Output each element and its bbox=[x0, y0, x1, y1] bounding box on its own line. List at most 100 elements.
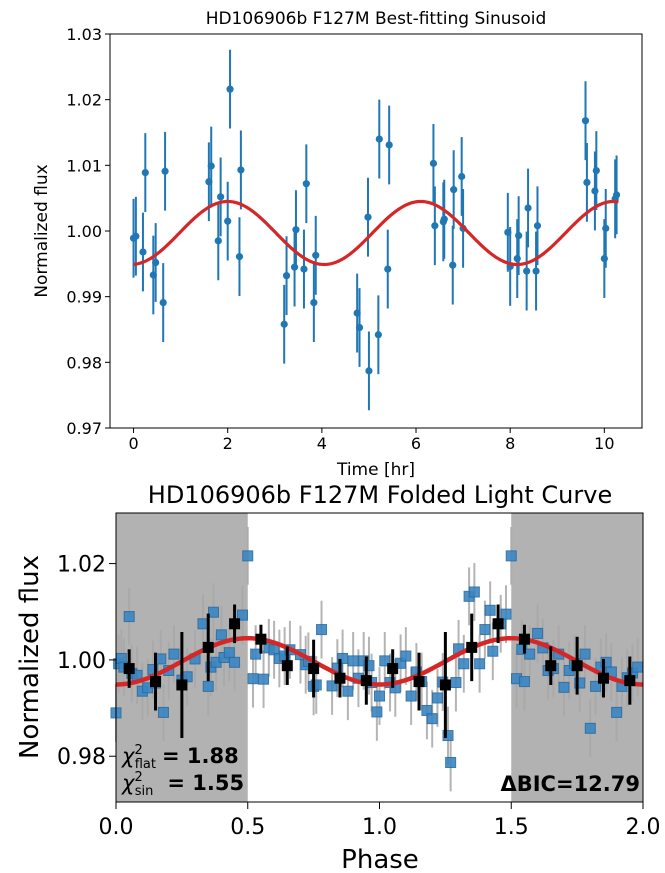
top-ytick-label: 1.01 bbox=[66, 156, 102, 175]
unbinned-point bbox=[347, 655, 359, 667]
top-xlabel: Time [hr] bbox=[336, 460, 415, 480]
unbinned-point bbox=[579, 648, 591, 660]
unbinned-point bbox=[500, 608, 512, 620]
top-data-point bbox=[300, 265, 308, 273]
top-data-point bbox=[375, 135, 383, 143]
unbinned-point bbox=[450, 677, 462, 689]
top-data-point bbox=[515, 231, 523, 240]
binned-point bbox=[150, 676, 162, 688]
binned-point bbox=[518, 633, 530, 645]
top-data-point bbox=[458, 172, 466, 181]
top-xtick-label: 8 bbox=[505, 434, 515, 453]
binned-point bbox=[123, 663, 135, 675]
unbinned-point bbox=[474, 658, 486, 670]
unbinned-point bbox=[505, 550, 517, 562]
binned-point bbox=[413, 676, 425, 688]
top-data-point bbox=[224, 217, 232, 225]
bottom-ylabel: Normalized flux bbox=[15, 555, 45, 759]
unbinned-point bbox=[310, 679, 322, 691]
top-data-point bbox=[440, 215, 448, 223]
top-data-point bbox=[524, 204, 532, 212]
top-xtick-label: 4 bbox=[317, 434, 327, 453]
top-title: HD106906b F127M Best-fitting Sinusoid bbox=[206, 9, 547, 29]
bottom-xtick-label: 1.0 bbox=[362, 815, 397, 840]
bottom-ytick-label: 1.02 bbox=[57, 553, 106, 578]
chi-flat-value: = 1.88 bbox=[162, 744, 239, 768]
top-data-point bbox=[513, 254, 521, 263]
unbinned-point bbox=[400, 650, 412, 662]
unbinned-point bbox=[487, 645, 499, 657]
unbinned-point bbox=[363, 660, 375, 672]
unbinned-point bbox=[371, 706, 383, 718]
binned-point bbox=[202, 641, 214, 653]
top-data-point bbox=[292, 226, 300, 234]
binned-point bbox=[281, 660, 293, 672]
binned-point bbox=[334, 672, 346, 684]
top-data-point bbox=[282, 272, 291, 280]
top-ytick-label: 0.99 bbox=[66, 288, 102, 307]
top-data-point bbox=[355, 323, 364, 332]
unbinned-point bbox=[532, 627, 544, 639]
top-data-point bbox=[583, 178, 591, 187]
top-data-point bbox=[161, 167, 169, 175]
binned-point bbox=[466, 641, 478, 653]
chi-sin-sub: sin bbox=[135, 784, 154, 799]
unbinned-point bbox=[215, 629, 227, 641]
unbinned-point bbox=[326, 680, 338, 692]
top-data-point bbox=[235, 253, 244, 261]
top-data-point bbox=[237, 166, 245, 174]
unbinned-point bbox=[518, 676, 530, 688]
top-data-point bbox=[302, 180, 310, 188]
top-data-point bbox=[310, 298, 318, 307]
unbinned-point bbox=[524, 648, 536, 660]
unbinned-point bbox=[458, 658, 470, 670]
bottom-xtick-label: 0.0 bbox=[99, 815, 134, 840]
top-xtick-label: 0 bbox=[128, 434, 138, 453]
top-data-point bbox=[384, 265, 392, 273]
bottom-xtick-label: 0.5 bbox=[230, 815, 265, 840]
unbinned-point bbox=[558, 681, 570, 693]
top-ticks: 0 2 4 6 8 10 0.97 0.98 0.99 1.00 1.01 1.02 1.03 bbox=[66, 25, 614, 453]
bottom-binned-points bbox=[123, 604, 636, 738]
top-data-point bbox=[602, 224, 610, 232]
bottom-ytick-label: 0.98 bbox=[57, 745, 106, 770]
binned-point bbox=[439, 679, 451, 691]
top-panel: HD106906b F127M Best-fitting Sinusoid 0 2… bbox=[32, 9, 643, 480]
bottom-ticks: 0.0 0.5 1.0 1.5 2.0 0.98 1.00 1.02 bbox=[57, 553, 660, 840]
top-data-point bbox=[533, 222, 542, 230]
chi-sin-value: = 1.55 bbox=[167, 771, 244, 795]
top-data-point bbox=[214, 237, 222, 245]
binned-point bbox=[229, 618, 241, 630]
top-xtick-label: 6 bbox=[411, 434, 421, 453]
top-data-point bbox=[431, 222, 439, 230]
unbinned-point bbox=[574, 677, 586, 689]
top-data-point bbox=[152, 258, 160, 267]
unbinned-point bbox=[242, 550, 254, 562]
unbinned-point bbox=[468, 586, 480, 598]
binned-point bbox=[597, 672, 609, 684]
bottom-xtick-label: 2.0 bbox=[626, 815, 661, 840]
unbinned-point bbox=[442, 730, 454, 742]
top-data-point bbox=[449, 261, 457, 269]
top-data-point bbox=[523, 267, 531, 275]
unbinned-point bbox=[316, 624, 328, 636]
top-model-curve bbox=[133, 199, 619, 267]
unbinned-point bbox=[342, 685, 354, 697]
binned-point bbox=[571, 660, 583, 672]
unbinned-point bbox=[426, 713, 438, 725]
bottom-xlabel: Phase bbox=[341, 845, 419, 873]
unbinned-point bbox=[250, 648, 262, 660]
top-axes-frame bbox=[109, 33, 643, 429]
binned-point bbox=[624, 675, 636, 687]
unbinned-point bbox=[223, 647, 235, 659]
top-data-points bbox=[129, 49, 621, 411]
top-xtick-label: 10 bbox=[594, 434, 614, 453]
top-data-point bbox=[132, 232, 140, 240]
unbinned-point bbox=[484, 604, 496, 616]
binned-point bbox=[255, 633, 267, 645]
bottom-panel: HD106906b F127M Folded Light Curve 0.0 0.… bbox=[15, 481, 661, 873]
binned-point bbox=[545, 660, 557, 672]
top-data-point bbox=[532, 267, 540, 275]
top-ytick-label: 1.03 bbox=[66, 25, 102, 44]
top-data-point bbox=[217, 193, 225, 201]
